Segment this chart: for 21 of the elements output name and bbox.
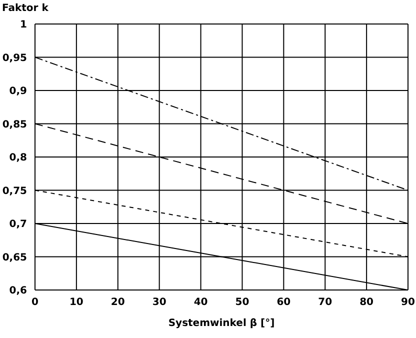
y-tick-label: 0,9 [9,86,28,98]
y-axis-title: Faktor k [2,3,48,14]
x-tick-label: 10 [69,297,84,308]
y-tick-label: 1 [20,20,28,31]
x-tick-label: 30 [152,297,166,308]
x-tick-label: 80 [360,297,374,308]
x-tick-label: 60 [276,297,291,308]
x-tick-label: 50 [235,297,250,308]
x-tick-label: 20 [110,297,125,308]
x-tick-label: 70 [318,297,332,308]
y-tick-label: 0,75 [2,186,28,197]
x-tick-label: 90 [401,297,415,308]
x-tick-label: 0 [32,297,39,308]
y-tick-label: 0,65 [2,252,28,264]
y-tick-label: 0,8 [9,152,28,164]
y-tick-label: 0,95 [2,52,28,64]
x-axis-title: Systemwinkel β [°] [168,318,275,329]
y-tick-label: 0,85 [2,119,28,130]
x-tick-label: 40 [194,297,208,308]
y-tick-label: 0,7 [9,219,28,230]
y-tick-label: 0,6 [9,286,28,297]
